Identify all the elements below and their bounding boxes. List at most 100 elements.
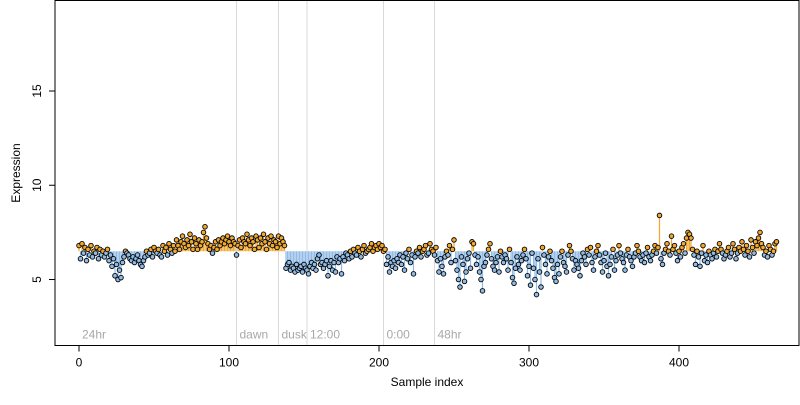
data-point [83, 257, 90, 264]
data-point [647, 257, 654, 264]
data-point [613, 257, 619, 264]
data-point [545, 254, 552, 260]
data-point [709, 256, 715, 262]
data-point [200, 229, 207, 236]
data-point [517, 267, 523, 273]
data-point [544, 271, 550, 277]
data-point [446, 242, 453, 249]
data-point [281, 242, 288, 249]
data-point [595, 242, 601, 249]
data-point [655, 244, 661, 251]
data-point [607, 261, 613, 268]
data-point [260, 231, 267, 238]
data-point [713, 254, 720, 260]
data-point [106, 257, 112, 264]
data-point [95, 256, 102, 262]
data-point [740, 246, 747, 253]
data-point [461, 278, 468, 285]
data-point [385, 254, 391, 260]
data-point [89, 254, 96, 260]
data-point [184, 237, 190, 243]
data-point [190, 246, 196, 253]
data-point [415, 250, 421, 256]
data-point [163, 244, 169, 251]
data-point [358, 254, 364, 260]
data-point [529, 250, 535, 256]
data-point [688, 235, 694, 241]
data-point [379, 242, 385, 249]
data-point [451, 237, 457, 243]
data-point [112, 272, 118, 279]
data-point [173, 237, 180, 243]
data-point [113, 261, 120, 268]
y-axis: 5 10 15 [30, 84, 55, 283]
data-point [92, 250, 99, 256]
data-point [611, 267, 618, 273]
data-point [433, 244, 439, 251]
data-point [188, 239, 195, 245]
data-point [754, 242, 760, 249]
data-point [398, 261, 405, 268]
data-point [725, 244, 732, 251]
data-point [748, 237, 754, 243]
data-point [406, 246, 412, 253]
data-point [526, 263, 532, 270]
data-point [104, 246, 111, 253]
data-point [475, 254, 481, 260]
data-point [697, 263, 703, 270]
data-point [496, 269, 502, 275]
data-point [272, 239, 279, 245]
data-point [470, 240, 477, 247]
data-point [452, 257, 459, 264]
data-point [601, 257, 607, 264]
data-point [538, 284, 544, 290]
data-point [656, 212, 663, 219]
data-point [554, 261, 561, 268]
data-point [199, 239, 205, 245]
data-point [427, 240, 433, 247]
x-tick-label: 400 [669, 356, 689, 370]
data-point [439, 263, 445, 270]
data-point [305, 271, 312, 277]
data-point [460, 261, 466, 268]
x-tick-label: 0 [76, 356, 83, 370]
y-axis-title: Expression [9, 143, 23, 202]
data-point [557, 254, 564, 260]
data-point [487, 240, 493, 247]
data-point [568, 248, 574, 254]
data-point [341, 257, 348, 264]
data-point [316, 252, 322, 258]
data-point [548, 257, 555, 264]
data-point [757, 229, 763, 236]
data-point [134, 252, 141, 258]
data-point [479, 288, 486, 294]
data-point [692, 261, 699, 268]
data-point [532, 276, 538, 283]
data-point [505, 267, 511, 273]
data-point [698, 250, 705, 256]
data-point [764, 254, 771, 260]
data-point [473, 261, 480, 268]
data-point [563, 269, 570, 275]
data-point [542, 261, 549, 268]
data-point [139, 263, 145, 270]
data-point [323, 257, 330, 264]
data-point [527, 282, 534, 288]
data-point [185, 242, 192, 249]
data-point [682, 250, 688, 256]
data-point [494, 254, 501, 260]
data-point [293, 261, 300, 268]
data-point [577, 272, 583, 279]
data-point [520, 252, 526, 258]
data-point [590, 267, 597, 273]
data-point [77, 256, 84, 262]
data-point [224, 233, 231, 239]
data-point [743, 242, 750, 249]
data-point [437, 256, 444, 262]
data-point [497, 248, 504, 254]
data-point [586, 252, 592, 258]
data-point [602, 250, 609, 256]
data-point [515, 261, 522, 268]
